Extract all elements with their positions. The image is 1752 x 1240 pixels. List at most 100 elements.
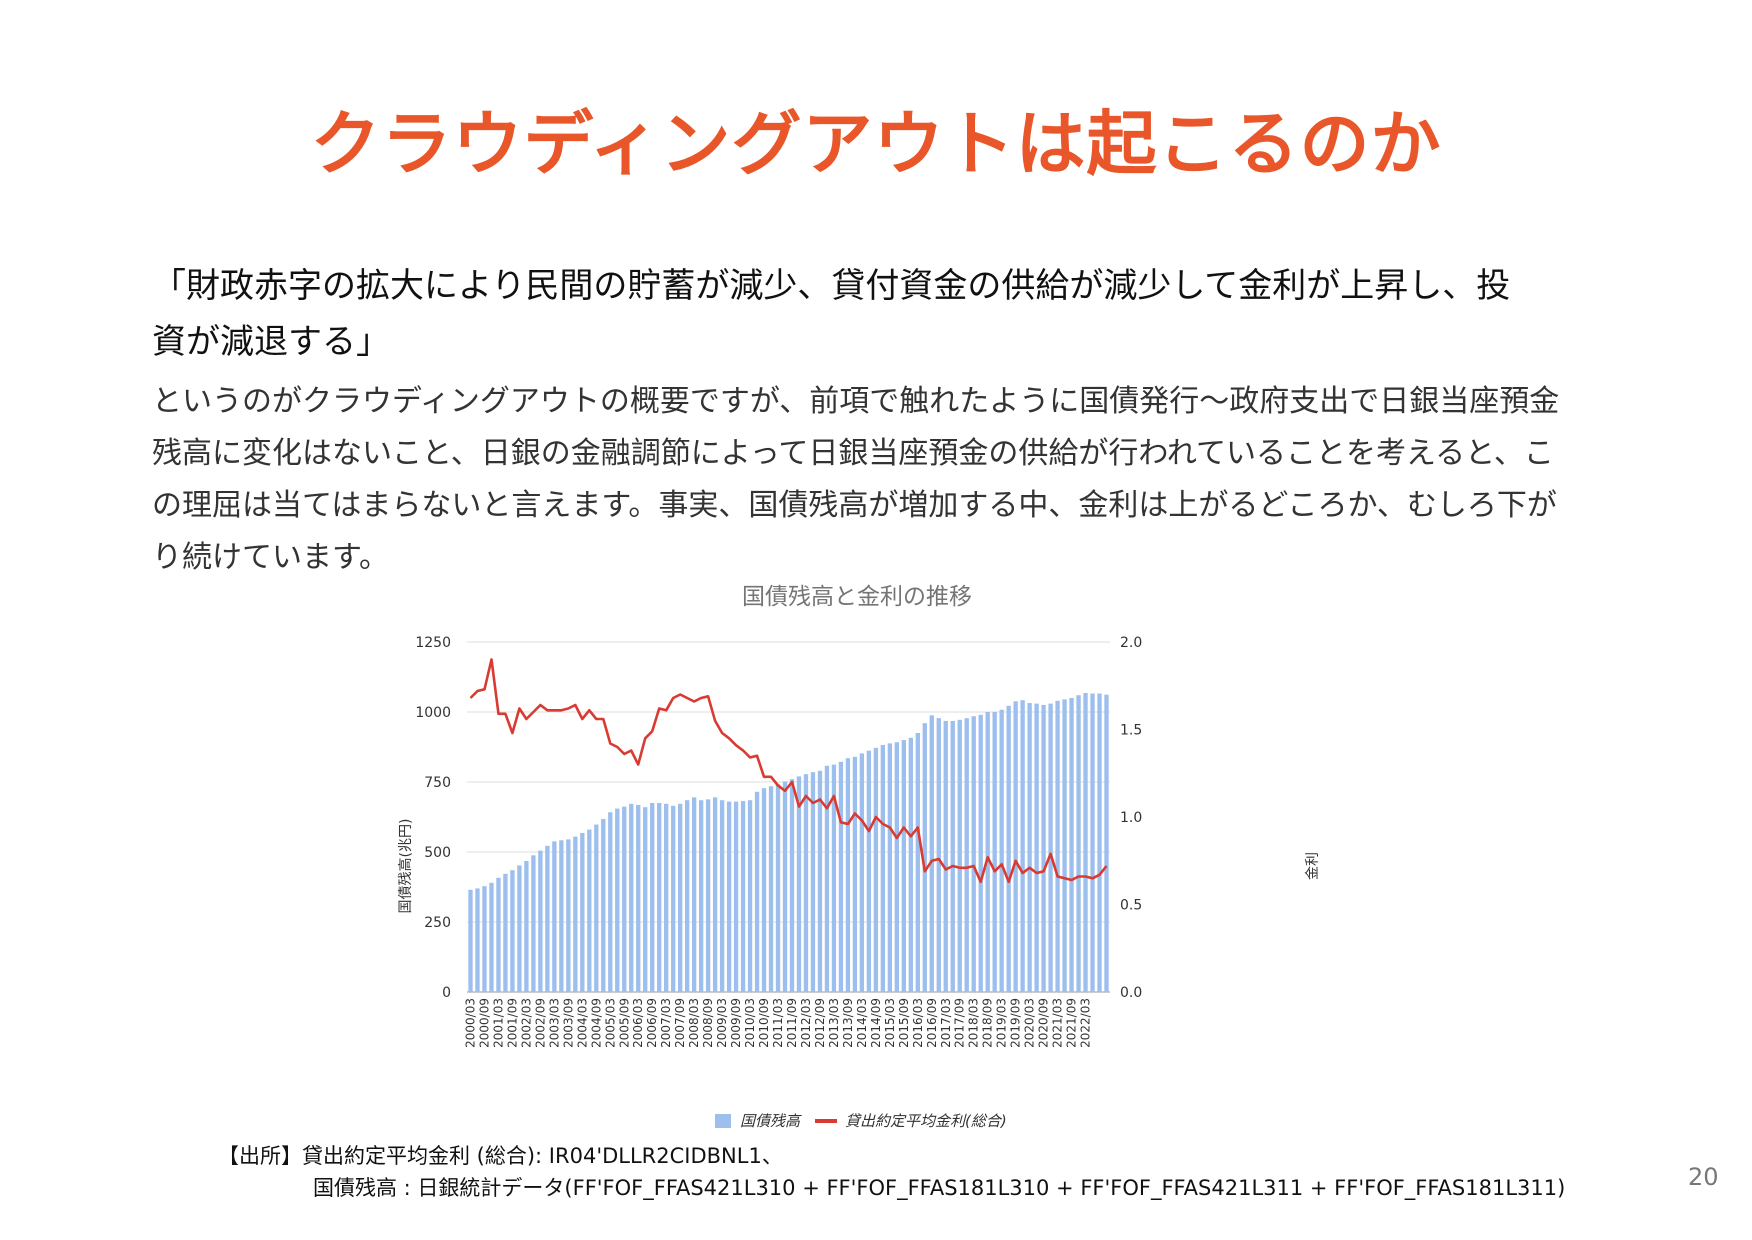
x-tick-label: 2011/03 (771, 998, 785, 1048)
x-tick-label: 2004/09 (589, 998, 603, 1048)
bar (1076, 695, 1081, 992)
y-tick-label-right: 1.0 (1120, 810, 1142, 826)
line-series (469, 658, 1108, 884)
body-line: 残高に変化はないこと、日銀の金融調節によって日銀当座預金の供給が行われていること… (152, 436, 1554, 471)
bar (650, 803, 655, 992)
bar (482, 886, 487, 992)
bar (489, 882, 494, 992)
debt-interest-chart: 国債残高と金利の推移 0 250 500 750 1000 1250 0.0 0.5 1.0 1.… (397, 584, 1321, 1130)
bar (761, 788, 767, 992)
x-tick-label: 2012/03 (799, 998, 813, 1048)
bar (852, 756, 858, 992)
bar (726, 801, 732, 992)
bar (887, 743, 893, 992)
bar (782, 781, 788, 992)
bar (636, 804, 641, 992)
x-tick-label: 2020/09 (1037, 998, 1051, 1048)
bar (859, 753, 865, 992)
bar (629, 803, 634, 992)
bar (573, 836, 578, 992)
source-note: 国債残高 : 日銀統計データ(FF'FOF_FFAS421L310 + FF'F… (313, 1176, 1566, 1200)
x-tick-label: 2008/09 (701, 998, 715, 1048)
bar (1013, 701, 1018, 992)
source-note: 【出所】貸出約定平均金利 (総合): IR04'DLLR2CIDBNL1、 (218, 1144, 783, 1168)
bar (754, 791, 760, 992)
bar (1069, 698, 1074, 992)
bar (992, 712, 997, 992)
chart-title: 国債残高と金利の推移 (742, 584, 972, 610)
bar (1027, 703, 1032, 992)
y-axis-left-label: 国債残高(兆円) (397, 819, 414, 914)
bar (964, 718, 969, 992)
bar (594, 824, 599, 992)
bar (740, 801, 746, 992)
y-tick-label-left: 250 (424, 915, 451, 931)
bar (719, 800, 725, 992)
bar (866, 750, 872, 992)
bar (1034, 703, 1039, 992)
bar (615, 808, 620, 992)
legend-swatch-bar (715, 1114, 731, 1128)
x-tick-label: 2005/03 (603, 998, 617, 1048)
legend-label-bar: 国債残高 (740, 1112, 802, 1130)
x-tick-label: 2016/09 (925, 998, 939, 1048)
x-tick-label: 2018/09 (981, 998, 995, 1048)
x-tick-label: 2015/09 (897, 998, 911, 1048)
bar (957, 719, 962, 992)
x-tick-label: 2014/03 (855, 998, 869, 1048)
x-tick-label: 2003/09 (561, 998, 575, 1048)
x-tick-label: 2022/03 (1079, 998, 1093, 1048)
bar (503, 873, 508, 992)
x-tick-label: 2002/09 (533, 998, 547, 1048)
bar (985, 712, 990, 992)
bar (1041, 705, 1046, 992)
bar (803, 774, 809, 992)
x-tick-label: 2006/09 (645, 998, 659, 1048)
x-tick-label: 2010/09 (757, 998, 771, 1048)
y-tick-label-left: 500 (424, 845, 451, 861)
y-tick-label-left: 1000 (415, 705, 451, 721)
bar (873, 747, 879, 992)
bar (587, 829, 592, 992)
x-tick-label: 2009/09 (729, 998, 743, 1048)
bar (810, 772, 816, 992)
body-line: り続けています。 (152, 540, 389, 575)
x-tick-label: 2006/03 (631, 998, 645, 1048)
y-tick-label-left: 750 (424, 775, 451, 791)
bar (559, 840, 564, 992)
bar (929, 715, 934, 992)
y-axis-right-label: 金利 (1305, 852, 1321, 880)
x-tick-label: 2021/03 (1051, 998, 1065, 1048)
bar (894, 742, 899, 992)
x-tick-label: 2009/03 (715, 998, 729, 1048)
y-tick-label-right: 0.5 (1120, 898, 1142, 914)
bar (971, 716, 976, 992)
bar (824, 765, 830, 992)
bar (705, 799, 711, 992)
bar (915, 733, 920, 992)
bar (789, 779, 795, 992)
bar (943, 720, 948, 992)
bar (496, 877, 501, 992)
bar (678, 803, 683, 992)
bar (978, 714, 983, 992)
bar (468, 889, 473, 992)
x-tick-label: 2018/03 (967, 998, 981, 1048)
bar (831, 764, 837, 992)
x-tick-label: 2019/09 (1009, 998, 1023, 1048)
y-tick-label-right: 2.0 (1120, 635, 1142, 651)
bar (1006, 705, 1011, 992)
interest-rate-line (469, 658, 1108, 884)
bar (817, 770, 823, 992)
bar (908, 737, 913, 992)
bar (643, 807, 648, 992)
bar (838, 761, 844, 992)
x-tick-label: 2017/09 (953, 998, 967, 1048)
y-tick-label-left: 0 (442, 985, 451, 1001)
y-tick-label-left: 1250 (415, 635, 451, 651)
bar (671, 805, 676, 992)
x-tick-label: 2003/03 (547, 998, 561, 1048)
x-tick-label: 2019/03 (995, 998, 1009, 1048)
bar (922, 723, 927, 992)
bar (552, 841, 557, 992)
